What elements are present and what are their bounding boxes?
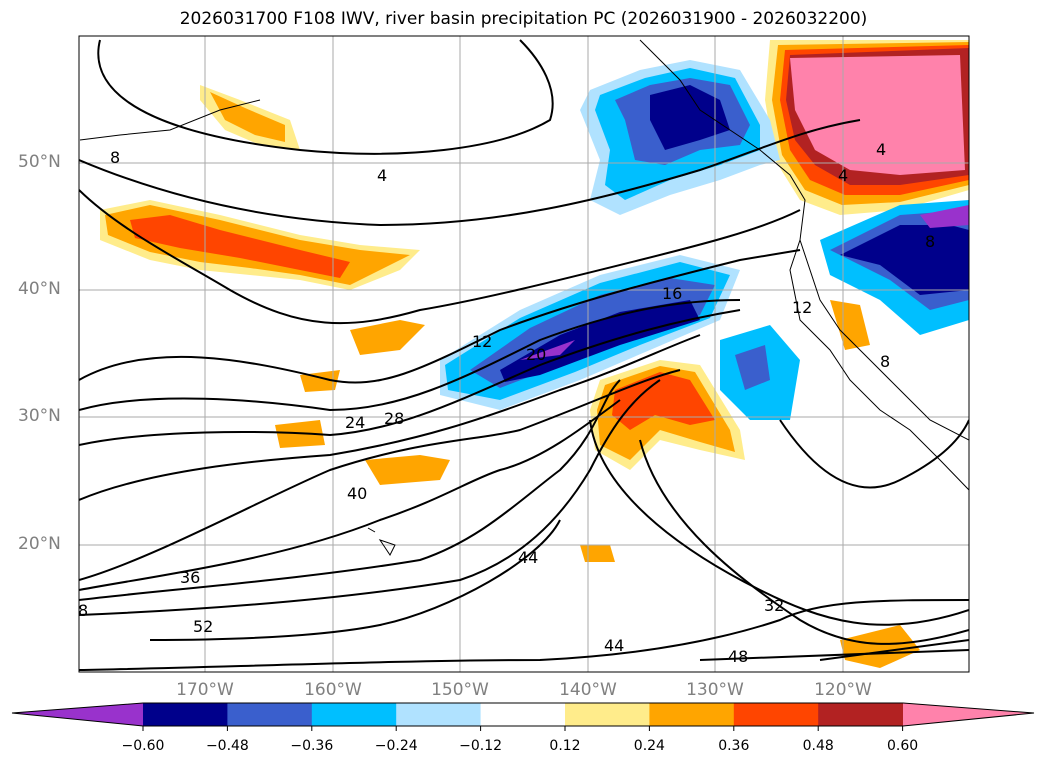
lat-label: 20°N (18, 534, 61, 554)
colorbar-tick-label: 0.24 (633, 738, 665, 754)
contour-label: 12 (792, 298, 813, 317)
lat-label: 50°N (18, 152, 61, 172)
colorbar-tick-label: −0.36 (290, 738, 334, 754)
contour-label: 4 (377, 166, 388, 185)
colorbar-extend-low (12, 703, 143, 726)
colorbar-tick-label: 0.60 (887, 738, 919, 754)
contour-label: 8 (925, 232, 936, 251)
positive-anomaly-pacific-nw (765, 40, 969, 215)
contour-label: 8 (880, 352, 891, 371)
lat-label: 30°N (18, 406, 61, 426)
lon-label: 120°W (814, 680, 872, 700)
contour-label: 28 (384, 409, 405, 428)
contour-label: 20 (526, 345, 547, 364)
colorbar-segment (818, 703, 904, 726)
lat-label: 40°N (18, 279, 61, 299)
contour-label: 4 (876, 140, 887, 159)
contour-label: 32 (764, 596, 785, 615)
coastlines (79, 39, 969, 556)
contour-label: 24 (345, 413, 366, 432)
contour-label: 52 (193, 617, 214, 636)
lon-label: 140°W (559, 680, 617, 700)
colorbar-tick-label: 0.12 (549, 738, 581, 754)
colorbar-segment (733, 703, 819, 726)
contour-label: 16 (662, 284, 683, 303)
contour-label: 44 (518, 548, 539, 567)
colorbar-tick-label: 0.48 (802, 738, 834, 754)
colorbar-tick-label: −0.60 (121, 738, 165, 754)
contour-label: 8 (110, 148, 121, 167)
lon-label: 130°W (686, 680, 744, 700)
colorbar-segment (227, 703, 313, 726)
colorbar-tick-label: −0.24 (374, 738, 418, 754)
colorbar-segment (143, 703, 228, 726)
colorbar-tick-label: 0.36 (718, 738, 750, 754)
lon-label: 160°W (304, 680, 362, 700)
colorbar-segment (396, 703, 482, 726)
contour-label: 40 (347, 484, 368, 503)
map-frame (78, 35, 970, 673)
contour-label: 36 (180, 568, 201, 587)
colorbar (12, 703, 1034, 731)
colorbar-segment (480, 703, 566, 726)
contour-label: 4 (838, 166, 849, 185)
colorbar-outline (11, 702, 1035, 727)
colorbar-segment (565, 703, 650, 726)
colorbar-extend-high (903, 703, 1034, 726)
lon-label: 150°W (431, 680, 489, 700)
colorbar-segment (649, 703, 735, 726)
contour-label: 8 (78, 601, 89, 620)
contour-label: 12 (472, 332, 493, 351)
lon-label: 170°W (176, 680, 234, 700)
colorbar-segment (311, 703, 397, 726)
colorbar-tick-label: −0.12 (459, 738, 503, 754)
positive-anomaly-central (100, 85, 920, 668)
contour-label: 48 (728, 647, 749, 666)
iwv-contours (79, 39, 969, 671)
contour-label: 44 (604, 636, 625, 655)
plot-title: 2026031700 F108 IWV, river basin precipi… (179, 9, 868, 29)
negative-anomaly-alaska-bc (580, 60, 780, 215)
colorbar-tick-label: −0.48 (205, 738, 249, 754)
